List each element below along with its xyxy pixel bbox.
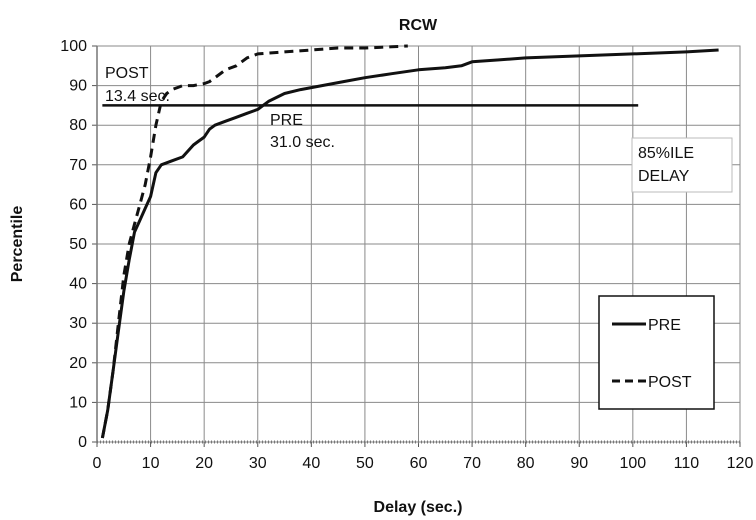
legend: PRE POST — [598, 295, 715, 410]
y-tick-label: 60 — [69, 196, 87, 213]
x-tick-label: 0 — [93, 455, 102, 472]
chart-title: RCW — [399, 17, 438, 34]
post-annotation-label: POST — [105, 65, 149, 82]
tick-labels: 0 10 20 30 40 50 60 70 80 90 100 110 120 0 10 20 30 40 50 6… — [60, 38, 753, 472]
pre-annotation-label: PRE — [270, 112, 303, 129]
axes — [92, 45, 741, 447]
reference-annotation-box — [631, 137, 733, 193]
pre-annotation-value: 31.0 sec. — [270, 134, 335, 151]
y-tick-label: 70 — [69, 157, 87, 174]
series-layer — [100, 44, 719, 439]
reference-annotation-label-1: 85%ILE — [638, 145, 694, 162]
legend-pre-label: PRE — [648, 317, 681, 334]
y-tick-label: 50 — [69, 236, 87, 253]
y-tick-label: 0 — [78, 434, 87, 451]
y-tick-label: 100 — [60, 38, 87, 55]
x-tick-label: 70 — [463, 455, 481, 472]
x-tick-label: 50 — [356, 455, 374, 472]
y-tick-label: 40 — [69, 276, 87, 293]
grid-lines — [97, 45, 741, 442]
x-tick-label: 40 — [302, 455, 320, 472]
y-tick-label: 20 — [69, 355, 87, 372]
x-tick-label: 100 — [619, 455, 646, 472]
x-axis-title: Delay (sec.) — [374, 499, 463, 516]
x-tick-label: 20 — [195, 455, 213, 472]
y-tick-label: 90 — [69, 78, 87, 95]
series-line-pre — [100, 48, 719, 439]
series-line-post — [100, 44, 408, 439]
y-tick-label: 10 — [69, 394, 87, 411]
x-tick-label: 110 — [674, 455, 700, 472]
y-axis-title: Percentile — [9, 206, 26, 283]
reference-annotation-label-2: DELAY — [638, 168, 690, 185]
x-tick-label: 90 — [570, 455, 588, 472]
legend-box — [598, 295, 715, 410]
x-tick-label: 30 — [249, 455, 267, 472]
x-tick-label: 120 — [727, 455, 754, 472]
x-tick-label: 80 — [517, 455, 535, 472]
x-tick-label: 10 — [142, 455, 160, 472]
x-tick-label: 60 — [410, 455, 428, 472]
y-tick-label: 80 — [69, 117, 87, 134]
legend-post-label: POST — [648, 374, 692, 391]
post-annotation-value: 13.4 sec. — [105, 88, 170, 105]
y-tick-label: 30 — [69, 315, 87, 332]
